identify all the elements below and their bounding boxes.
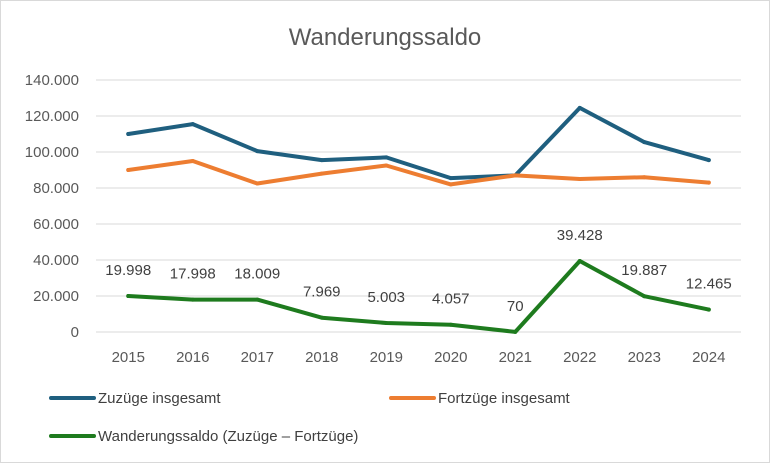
- legend-label-wanderungssaldo: Wanderungssaldo (Zuzüge – Fortzüge): [98, 428, 358, 445]
- data-point: [126, 132, 131, 136]
- y-tick-label: 20.000: [33, 288, 79, 305]
- data-point: [190, 122, 195, 127]
- y-tick-label: 120.000: [25, 108, 79, 125]
- legend: Zuzüge insgesamt Fortzüge insgesamt Wand…: [49, 390, 571, 445]
- data-point: [577, 259, 582, 264]
- series-line-zuzuege: [126, 105, 711, 181]
- data-label: 19.998: [105, 262, 151, 279]
- data-label: 7.969: [303, 284, 341, 301]
- series-line-wanderungssaldo: [126, 259, 711, 334]
- y-tick-label: 80.000: [33, 180, 79, 197]
- data-point: [706, 180, 711, 185]
- data-label: 70: [507, 298, 524, 315]
- data-point: [448, 182, 453, 187]
- data-point: [255, 149, 260, 154]
- x-tick-label: 2022: [563, 349, 596, 366]
- data-point: [190, 297, 195, 302]
- x-tick-label: 2021: [499, 349, 532, 366]
- legend-label-zuzuege: Zuzüge insgesamt: [98, 390, 221, 407]
- data-point: [577, 105, 582, 110]
- data-label: 19.887: [621, 262, 667, 279]
- x-tick-label: 2020: [434, 349, 467, 366]
- data-point: [577, 177, 582, 181]
- data-label: 5.003: [367, 289, 405, 306]
- data-point: [126, 294, 131, 299]
- y-tick-label: 100.000: [25, 144, 79, 161]
- data-point: [642, 140, 647, 145]
- y-tick-label: 40.000: [33, 252, 79, 269]
- x-tick-label: 2017: [241, 349, 274, 366]
- legend-label-fortzuege: Fortzüge insgesamt: [438, 390, 571, 407]
- data-point: [384, 163, 389, 168]
- data-point: [642, 294, 647, 299]
- x-tick-label: 2016: [176, 349, 209, 366]
- x-tick-label: 2024: [692, 349, 725, 366]
- series-line-fortzuege: [126, 159, 711, 187]
- data-point: [319, 158, 324, 163]
- x-tick-label: 2023: [628, 349, 661, 366]
- data-label: 18.009: [234, 266, 280, 283]
- data-point: [706, 307, 711, 312]
- data-point: [384, 320, 389, 325]
- x-tick-label: 2015: [112, 349, 145, 366]
- data-point: [448, 176, 453, 181]
- data-point: [384, 155, 389, 160]
- data-point: [319, 315, 324, 320]
- y-tick-label: 140.000: [25, 72, 79, 89]
- data-point: [706, 158, 711, 163]
- data-point: [319, 171, 324, 176]
- y-tick-label: 0: [71, 324, 79, 341]
- data-point: [513, 329, 518, 334]
- data-point: [255, 297, 260, 302]
- chart-title: Wanderungssaldo: [289, 24, 482, 51]
- data-point: [513, 173, 518, 178]
- data-point: [642, 175, 647, 180]
- data-label: 12.465: [686, 276, 732, 293]
- data-label: 17.998: [170, 266, 216, 283]
- data-point: [448, 322, 453, 327]
- data-point: [126, 168, 131, 172]
- data-point: [255, 181, 260, 186]
- x-tick-label: 2018: [305, 349, 338, 366]
- y-tick-label: 60.000: [33, 216, 79, 233]
- x-tick-label: 2019: [370, 349, 403, 366]
- data-label: 39.428: [557, 227, 603, 244]
- data-point: [190, 159, 195, 163]
- data-label: 4.057: [432, 291, 470, 308]
